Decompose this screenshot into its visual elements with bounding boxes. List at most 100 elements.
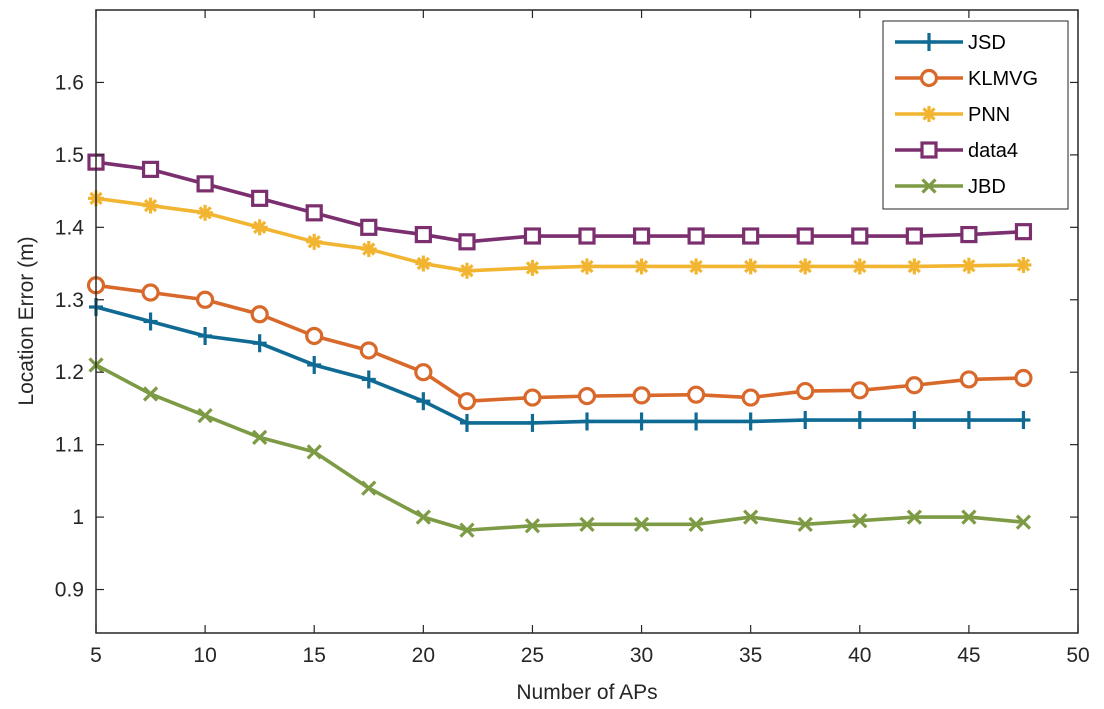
data-point-pnn-b bbox=[253, 220, 267, 234]
data-point-data4 bbox=[632, 227, 651, 245]
legend-entry-data4: data4 bbox=[895, 140, 1018, 162]
data-point-pnn-b bbox=[307, 235, 321, 249]
data-point-jsd bbox=[907, 411, 922, 430]
data-point-data4 bbox=[851, 227, 869, 245]
data-point-jbd bbox=[197, 408, 213, 424]
y-tick-label: 1.1 bbox=[55, 434, 84, 457]
x-tick-label: 5 bbox=[90, 644, 102, 667]
data-point-data4 bbox=[458, 233, 476, 251]
data-point-data4 bbox=[687, 227, 705, 245]
data-point-pnn bbox=[142, 197, 159, 214]
data-point-data4 bbox=[523, 227, 542, 245]
y-tick-label: 0.9 bbox=[55, 579, 84, 602]
data-point-jbd bbox=[142, 386, 159, 402]
data-point-pnn-b bbox=[853, 259, 867, 274]
x-tick-label: 40 bbox=[848, 644, 871, 667]
data-point-pnn-b bbox=[634, 259, 649, 274]
x-tick-label: 30 bbox=[630, 644, 653, 667]
legend-entry-klmvg: KLMVG bbox=[895, 68, 1038, 90]
data-point-pnn bbox=[633, 258, 650, 275]
data-point-jsd bbox=[361, 370, 376, 389]
y-tick-label: 1 bbox=[72, 506, 84, 529]
data-point-jsd bbox=[634, 412, 649, 431]
data-point-jbd bbox=[1015, 514, 1032, 530]
plot-frame bbox=[95, 9, 1079, 634]
data-point-data4 bbox=[960, 225, 978, 244]
data-point-pnn bbox=[1015, 256, 1032, 273]
data-point-klmvg bbox=[905, 376, 924, 395]
legend-label-jsd: JSD bbox=[968, 32, 1006, 54]
series-jsd bbox=[89, 298, 1031, 432]
data-point-jbd-b bbox=[142, 386, 159, 402]
data-point-jbd-b bbox=[579, 516, 595, 532]
series-pnn bbox=[88, 190, 1032, 279]
data-point-jbd bbox=[961, 509, 977, 525]
data-point-data4 bbox=[196, 175, 214, 193]
data-point-klmvg bbox=[414, 363, 433, 382]
data-point-jsd bbox=[580, 412, 594, 431]
data-point-klmvg bbox=[577, 387, 597, 406]
data-point-pnn-b bbox=[198, 206, 212, 220]
y-axis-title: Location Error (m) bbox=[15, 236, 38, 405]
data-point-pnn bbox=[524, 259, 541, 276]
data-point-jbd-b bbox=[252, 429, 268, 446]
y-tick-label: 1.6 bbox=[55, 71, 84, 94]
data-point-data4 bbox=[251, 189, 269, 207]
data-point-klmvg bbox=[359, 341, 378, 360]
data-point-pnn-b bbox=[1016, 258, 1031, 272]
y-tick-label: 1.5 bbox=[55, 144, 84, 167]
data-point-jbd-b bbox=[797, 516, 813, 532]
data-point-pnn bbox=[579, 258, 595, 275]
data-point-pnn-b bbox=[689, 259, 703, 274]
data-point-data4 bbox=[742, 227, 760, 245]
data-point-jbd bbox=[524, 518, 541, 534]
data-point-jsd bbox=[961, 411, 976, 430]
legend-entry-pnn: PNN bbox=[895, 104, 1010, 126]
x-tick-label: 10 bbox=[193, 644, 216, 667]
data-point-pnn-b bbox=[962, 259, 976, 273]
data-point-pnn bbox=[306, 233, 323, 250]
legend-entry-jbd: JBD bbox=[895, 176, 1006, 198]
data-point-jbd-b bbox=[1015, 514, 1032, 530]
data-point-pnn-b bbox=[143, 198, 158, 213]
data-point-jbd bbox=[743, 509, 759, 525]
data-point-klmvg bbox=[457, 392, 477, 411]
data-point-klmvg bbox=[687, 385, 706, 404]
data-point-jbd bbox=[415, 509, 431, 525]
data-point-jsd bbox=[743, 412, 758, 431]
legend-marker-data4 bbox=[920, 141, 938, 159]
data-point-klmvg bbox=[632, 386, 651, 405]
series-line-data4 bbox=[95, 160, 1024, 244]
legend-marker-jbd bbox=[921, 178, 937, 194]
y-tick-label: 1.4 bbox=[55, 216, 85, 239]
data-point-pnn-b bbox=[460, 264, 474, 278]
x-tick-label: 45 bbox=[957, 644, 980, 667]
y-tick-label: 1.2 bbox=[55, 361, 84, 384]
data-point-jbd-b bbox=[361, 480, 377, 496]
data-point-klmvg bbox=[850, 381, 869, 400]
series-jbd bbox=[88, 357, 1032, 538]
x-tick-label: 35 bbox=[739, 644, 762, 667]
series-layer bbox=[86, 153, 1033, 538]
data-point-jsd bbox=[852, 411, 867, 430]
data-point-pnn bbox=[797, 258, 814, 275]
data-point-jbd bbox=[852, 513, 868, 529]
legend-label-pnn: PNN bbox=[968, 104, 1010, 126]
data-point-klmvg bbox=[141, 283, 160, 302]
legend-label-klmvg: KLMVG bbox=[968, 68, 1038, 90]
data-point-jbd bbox=[579, 516, 595, 532]
data-point-jbd-b bbox=[524, 518, 541, 534]
legend-marker-klmvg bbox=[919, 68, 939, 88]
data-point-jbd-b bbox=[961, 509, 977, 525]
data-point-jbd-b bbox=[688, 516, 704, 532]
data-point-jbd bbox=[633, 516, 650, 532]
data-point-jbd bbox=[797, 516, 813, 532]
data-point-jbd-b bbox=[306, 444, 322, 460]
data-point-data4 bbox=[141, 160, 160, 178]
data-point-jbd-b bbox=[459, 522, 475, 538]
data-point-jsd bbox=[307, 355, 322, 374]
x-tick-label: 50 bbox=[1066, 644, 1089, 667]
data-point-data4 bbox=[905, 227, 923, 245]
data-point-jsd bbox=[143, 312, 158, 331]
